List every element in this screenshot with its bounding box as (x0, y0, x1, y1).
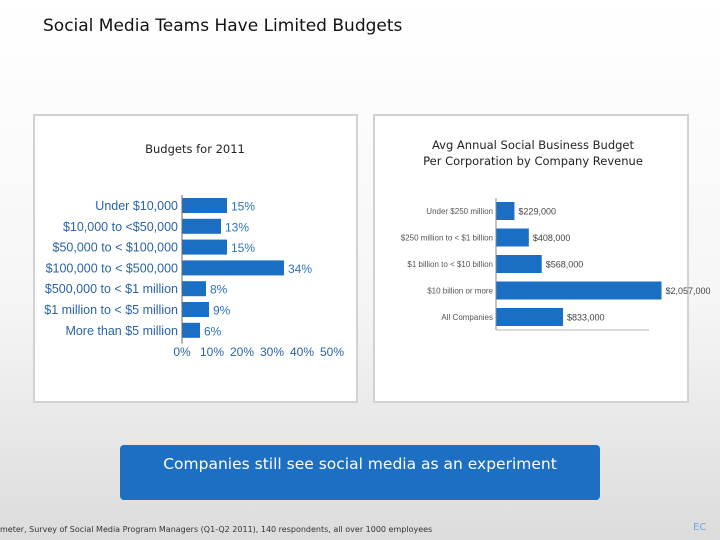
bar (182, 302, 209, 317)
bar (182, 218, 221, 234)
chart-title: Budgets for 2011 (145, 142, 245, 156)
data-label: $408,000 (533, 233, 571, 243)
category-label: $100,000 to < $500,000 (46, 261, 178, 275)
category-label: All Companies (441, 313, 493, 322)
data-label: $833,000 (567, 313, 605, 323)
category-label: $1 million to < $5 million (44, 303, 178, 317)
x-tick-label: 10% (200, 345, 224, 359)
chart-title-line: Avg Annual Social Business Budget (431, 138, 635, 152)
data-label: 6% (204, 324, 222, 338)
bar (496, 281, 662, 300)
chart-panel-budgets-2011: Budgets for 2011 (33, 114, 358, 403)
chart-title-line: Per Corporation by Company Revenue (423, 154, 643, 168)
callout-banner: Companies still see social media as an e… (120, 445, 600, 500)
data-label: $2,057,000 (666, 286, 711, 296)
data-label: 9% (213, 304, 231, 318)
x-tick-label: 20% (230, 345, 254, 359)
data-label: 8% (210, 283, 228, 297)
data-label: 15% (231, 200, 255, 214)
bar (182, 322, 200, 338)
category-label: Under $250 million (426, 207, 493, 216)
category-label: More than $5 million (65, 324, 178, 338)
page-number: EC (693, 522, 707, 533)
category-label: $500,000 to < $1 million (45, 282, 178, 296)
slide-title: Social Media Teams Have Limited Budgets (43, 16, 403, 36)
x-tick-label: 0% (173, 345, 191, 359)
data-label: 13% (225, 220, 249, 234)
chart-title: Avg Annual Social Business Budget Per Co… (375, 137, 691, 169)
category-label: $10,000 to <$50,000 (63, 220, 178, 234)
bar (496, 202, 515, 220)
data-label: 34% (288, 262, 312, 276)
bar (496, 228, 529, 247)
category-label: $10 billion or more (427, 287, 493, 296)
x-tick-label: 50% (320, 345, 344, 359)
bar (182, 281, 206, 297)
bar (182, 198, 227, 213)
category-label: $1 billion to < $10 billion (407, 260, 493, 269)
source-footnote: meter, Survey of Social Media Program Ma… (0, 525, 433, 534)
bar (496, 308, 564, 326)
bar (182, 260, 284, 276)
x-tick-label: 30% (260, 345, 284, 359)
category-label: Under $10,000 (95, 199, 178, 213)
data-label: $229,000 (518, 207, 556, 217)
category-label: $250 million to < $1 billion (401, 234, 493, 243)
data-label: $568,000 (546, 260, 584, 270)
bar (182, 239, 227, 255)
bar (496, 255, 542, 273)
data-label: 15% (231, 241, 255, 255)
category-label: $50,000 to < $100,000 (53, 241, 179, 255)
x-tick-label: 40% (290, 345, 314, 359)
